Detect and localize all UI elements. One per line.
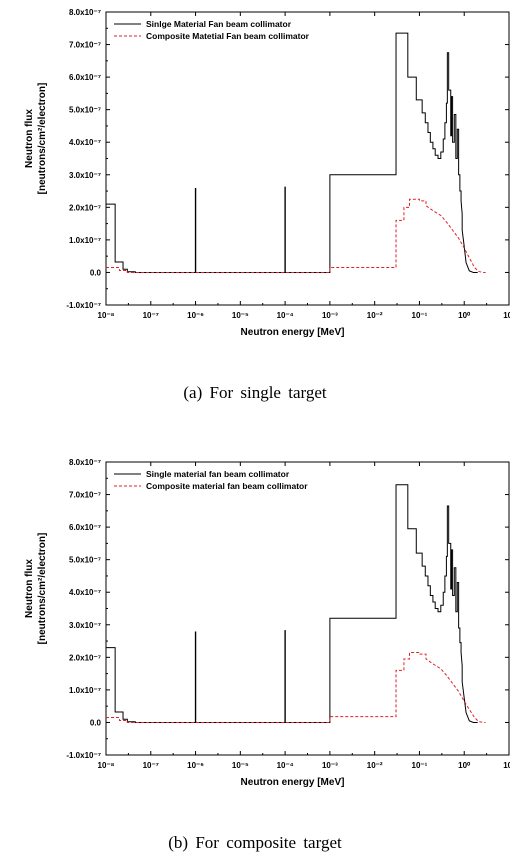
legend-label-composite: Composite Matetial Fan beam collimator (146, 31, 310, 41)
y-axis-title-line: [neutrons/cm²/electron] (37, 533, 48, 645)
figure-caption-a: (a) For single target (183, 383, 327, 402)
x-tick-label: 10⁻⁶ (187, 311, 204, 320)
x-tick-label: 10⁻¹ (412, 311, 428, 320)
x-tick-label: 10¹ (503, 311, 510, 320)
y-tick-label: 6.0x10⁻⁷ (69, 523, 101, 532)
y-tick-label: 5.0x10⁻⁷ (69, 556, 101, 565)
y-tick-label: 3.0x10⁻⁷ (69, 171, 101, 180)
series-line-composite (106, 198, 486, 273)
y-tick-label: 7.0x10⁻⁷ (69, 491, 101, 500)
x-axis-title: Neutron energy [MeV] (241, 777, 345, 788)
y-axis-title: Neutron flux [neutrons/cm²/electron] (24, 83, 48, 195)
y-axis-title-line: Neutron flux (24, 559, 35, 618)
y-tick-label: -1.0x10⁻⁷ (66, 301, 101, 310)
x-tick-label: 10⁻³ (322, 311, 338, 320)
y-tick-label: 0.0 (90, 718, 102, 727)
series-line-single (106, 32, 478, 273)
x-tick-label: 10⁻¹ (412, 761, 428, 770)
y-tick-label: 1.0x10⁻⁷ (69, 686, 101, 695)
legend-label-single: Single material fan beam collimator (146, 469, 290, 479)
x-tick-label: 10⁻⁵ (232, 761, 249, 770)
y-tick-label: 4.0x10⁻⁷ (69, 588, 101, 597)
y-tick-label: 5.0x10⁻⁷ (69, 106, 101, 115)
y-tick-label: 6.0x10⁻⁷ (69, 73, 101, 82)
x-tick-label: 10⁻⁷ (143, 761, 159, 770)
y-tick-label: 8.0x10⁻⁷ (69, 8, 101, 17)
x-tick-label: 10⁻² (367, 311, 383, 320)
y-tick-label: 2.0x10⁻⁷ (69, 203, 101, 212)
x-tick-label: 10⁻⁴ (277, 311, 294, 320)
y-axis-title: Neutron flux [neutrons/cm²/electron] (24, 533, 48, 645)
x-tick-label: 10⁻³ (322, 761, 338, 770)
y-axis-title-line: Neutron flux (24, 109, 35, 168)
y-tick-label: 8.0x10⁻⁷ (69, 458, 101, 467)
series-line-single (106, 484, 478, 723)
y-tick-label: -1.0x10⁻⁷ (66, 751, 101, 760)
y-tick-label: 1.0x10⁻⁷ (69, 236, 101, 245)
x-axis-title: Neutron energy [MeV] (241, 327, 345, 338)
x-tick-label: 10⁻⁵ (232, 311, 249, 320)
x-tick-label: 10⁰ (458, 761, 471, 770)
series-line-composite (106, 651, 486, 723)
y-tick-label: 7.0x10⁻⁷ (69, 41, 101, 50)
y-tick-label: 2.0x10⁻⁷ (69, 653, 101, 662)
x-tick-label: 10⁻⁸ (98, 311, 115, 320)
legend-label-single: Sinlge Material Fan beam collimator (146, 19, 292, 29)
y-axis-title-line: [neutrons/cm²/electron] (37, 83, 48, 195)
chart-panel-a: -1.0x10⁻⁷ 0.0 1.0x10⁻⁷ 2.0x10⁻⁷ 3.0x10⁻⁷ 4.0x… (24, 8, 510, 338)
x-tick-label: 10⁻⁷ (143, 311, 159, 320)
x-tick-label: 10⁻⁴ (277, 761, 294, 770)
y-tick-label: 0.0 (90, 268, 102, 277)
figure-caption-b: (b) For composite target (168, 833, 342, 852)
x-tick-label: 10¹ (503, 761, 510, 770)
y-tick-label: 3.0x10⁻⁷ (69, 621, 101, 630)
x-tick-label: 10⁰ (458, 311, 471, 320)
y-tick-label: 4.0x10⁻⁷ (69, 138, 101, 147)
x-tick-label: 10⁻² (367, 761, 383, 770)
chart-panel-b: -1.0x10⁻⁷ 0.0 1.0x10⁻⁷ 2.0x10⁻⁷ 3.0x10⁻⁷ 4.0x… (24, 458, 510, 788)
x-tick-label: 10⁻⁸ (98, 761, 115, 770)
x-tick-label: 10⁻⁶ (187, 761, 204, 770)
legend-label-composite: Composite material fan beam collimator (146, 481, 308, 491)
